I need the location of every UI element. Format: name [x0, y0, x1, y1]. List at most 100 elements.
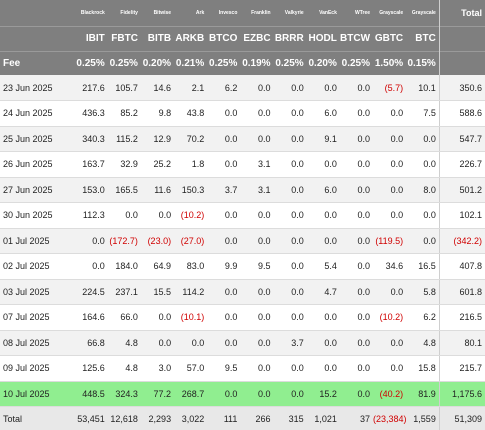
- flow-cell: (5.7): [373, 75, 407, 101]
- flow-cell: 0.0: [240, 330, 274, 356]
- flow-cell: 0.0: [273, 355, 307, 382]
- header-spacer: [438, 50, 485, 75]
- flow-cell: 324.3: [107, 381, 141, 407]
- table-row: 03 Jul 2025 224.5 237.1 15.5 114.2 0.0 0.0 0.0 4…: [0, 279, 485, 305]
- flow-cell: 0.0: [306, 151, 340, 178]
- flow-rows: 23 Jun 2025 217.6 105.7 14.6 2.1 6.2 0.0 0.0 0.0…: [0, 75, 485, 407]
- row-total: 226.7: [438, 151, 485, 178]
- flow-cell: 0.0: [240, 75, 274, 101]
- row-total: 102.1: [438, 202, 485, 229]
- total-column-header: Total: [438, 0, 485, 26]
- flow-cell: 3.1: [240, 177, 274, 203]
- flow-cell: 7.5: [406, 100, 440, 127]
- total-cell: 53,451: [74, 406, 108, 430]
- flow-cell: (10.2): [174, 202, 208, 229]
- total-cell: 266: [240, 406, 274, 430]
- flow-cell: 237.1: [107, 279, 141, 305]
- flow-cell: 112.3: [74, 202, 108, 229]
- issuer-name: Ark: [174, 0, 208, 26]
- flow-cell: 0.0: [406, 126, 440, 152]
- row-total: 80.1: [438, 330, 485, 356]
- table-row: 30 Jun 2025 112.3 0.0 0.0 (10.2) 0.0 0.0 0.0 0.0…: [0, 202, 485, 229]
- flow-cell: 81.9: [406, 381, 440, 407]
- issuer-name: Grayscale: [373, 0, 407, 26]
- flow-cell: 0.0: [306, 202, 340, 229]
- flow-cell: 9.5: [207, 355, 241, 382]
- flow-cell: 0.0: [306, 355, 340, 382]
- row-total: 501.2: [438, 177, 485, 203]
- issuer-name: VanEck: [306, 0, 340, 26]
- flow-cell: 0.0: [406, 228, 440, 254]
- flow-cell: 57.0: [174, 355, 208, 382]
- flow-cell: 0.0: [273, 228, 307, 254]
- flow-cell: 66.8: [74, 330, 108, 356]
- flow-cell: 153.0: [74, 177, 108, 203]
- flow-cell: (23.0): [140, 228, 175, 254]
- flow-cell: 0.0: [140, 304, 175, 331]
- flow-cell: 0.0: [339, 330, 374, 356]
- fee-value: 0.21%: [174, 50, 208, 75]
- flow-cell: 0.0: [207, 279, 241, 305]
- flow-cell: 0.0: [273, 304, 307, 331]
- flow-cell: 4.8: [406, 330, 440, 356]
- table-row: 26 Jun 2025 163.7 32.9 25.2 1.8 0.0 3.1 0.0 0.0 0…: [0, 151, 485, 178]
- row-date: 24 Jun 2025: [0, 100, 75, 127]
- flow-cell: 0.0: [174, 330, 208, 356]
- flow-cell: 0.0: [207, 126, 241, 152]
- flow-cell: 0.0: [140, 202, 175, 229]
- flow-cell: 448.5: [74, 381, 108, 407]
- row-date: 23 Jun 2025: [0, 75, 75, 101]
- flow-cell: 6.0: [306, 100, 340, 127]
- table-row: 02 Jul 2025 0.0 184.0 64.9 83.0 9.9 9.5 0.0 5.4 0…: [0, 253, 485, 280]
- flow-cell: 0.0: [373, 126, 407, 152]
- flow-cell: 0.0: [207, 151, 241, 178]
- flow-cell: 2.1: [174, 75, 208, 101]
- fee-value: 0.20%: [140, 50, 175, 75]
- flow-cell: 165.5: [107, 177, 141, 203]
- row-total: 215.7: [438, 355, 485, 382]
- table-row: 27 Jun 2025 153.0 165.5 11.6 150.3 3.7 3.1 0.0 6…: [0, 177, 485, 203]
- header-corner: [0, 0, 75, 26]
- row-total: 588.6: [438, 100, 485, 127]
- flow-cell: 3.0: [140, 355, 175, 382]
- grand-total: 51,309: [438, 406, 485, 430]
- row-total: 547.7: [438, 126, 485, 152]
- flow-cell: 0.0: [373, 355, 407, 382]
- flow-cell: 32.9: [107, 151, 141, 178]
- flow-cell: 0.0: [339, 355, 374, 382]
- fee-value: 0.19%: [240, 50, 274, 75]
- row-total: 216.5: [438, 304, 485, 331]
- flow-cell: 16.5: [406, 253, 440, 280]
- fee-label: Fee: [0, 50, 75, 75]
- row-date: 07 Jul 2025: [0, 304, 75, 331]
- header-spacer: [438, 25, 485, 51]
- flow-cell: 9.9: [207, 253, 241, 280]
- flow-cell: 164.6: [74, 304, 108, 331]
- flow-cell: 5.4: [306, 253, 340, 280]
- flow-cell: 0.0: [406, 151, 440, 178]
- ticker-label: BTCO: [207, 25, 241, 51]
- table-row: 23 Jun 2025 217.6 105.7 14.6 2.1 6.2 0.0 0.0 0.0…: [0, 75, 485, 101]
- flow-cell: 0.0: [339, 304, 374, 331]
- flow-cell: 436.3: [74, 100, 108, 127]
- flow-cell: 0.0: [339, 253, 374, 280]
- flow-cell: 0.0: [306, 75, 340, 101]
- table-row: 09 Jul 2025 125.6 4.8 3.0 57.0 9.5 0.0 0.0 0.0 0.…: [0, 355, 485, 382]
- flow-cell: 64.9: [140, 253, 175, 280]
- flow-cell: 3.7: [207, 177, 241, 203]
- flow-cell: 10.1: [406, 75, 440, 101]
- flow-cell: 0.0: [240, 279, 274, 305]
- table-row: 08 Jul 2025 66.8 4.8 0.0 0.0 0.0 0.0 3.7 0.0 0.0 0…: [0, 330, 485, 356]
- flow-cell: 5.8: [406, 279, 440, 305]
- flow-cell: 1.8: [174, 151, 208, 178]
- flow-cell: 3.7: [273, 330, 307, 356]
- flow-cell: 184.0: [107, 253, 141, 280]
- flow-cell: 9.1: [306, 126, 340, 152]
- row-total: (342.2): [438, 228, 485, 254]
- flow-cell: 77.2: [140, 381, 175, 407]
- flow-cell: 0.0: [240, 355, 274, 382]
- flow-cell: 25.2: [140, 151, 175, 178]
- totals-row: Total 53,451 12,618 2,293 3,022 111 266 …: [0, 406, 485, 430]
- row-date: 30 Jun 2025: [0, 202, 75, 229]
- table-row: 24 Jun 2025 436.3 85.2 9.8 43.8 0.0 0.0 0.0 6.0 0…: [0, 100, 485, 127]
